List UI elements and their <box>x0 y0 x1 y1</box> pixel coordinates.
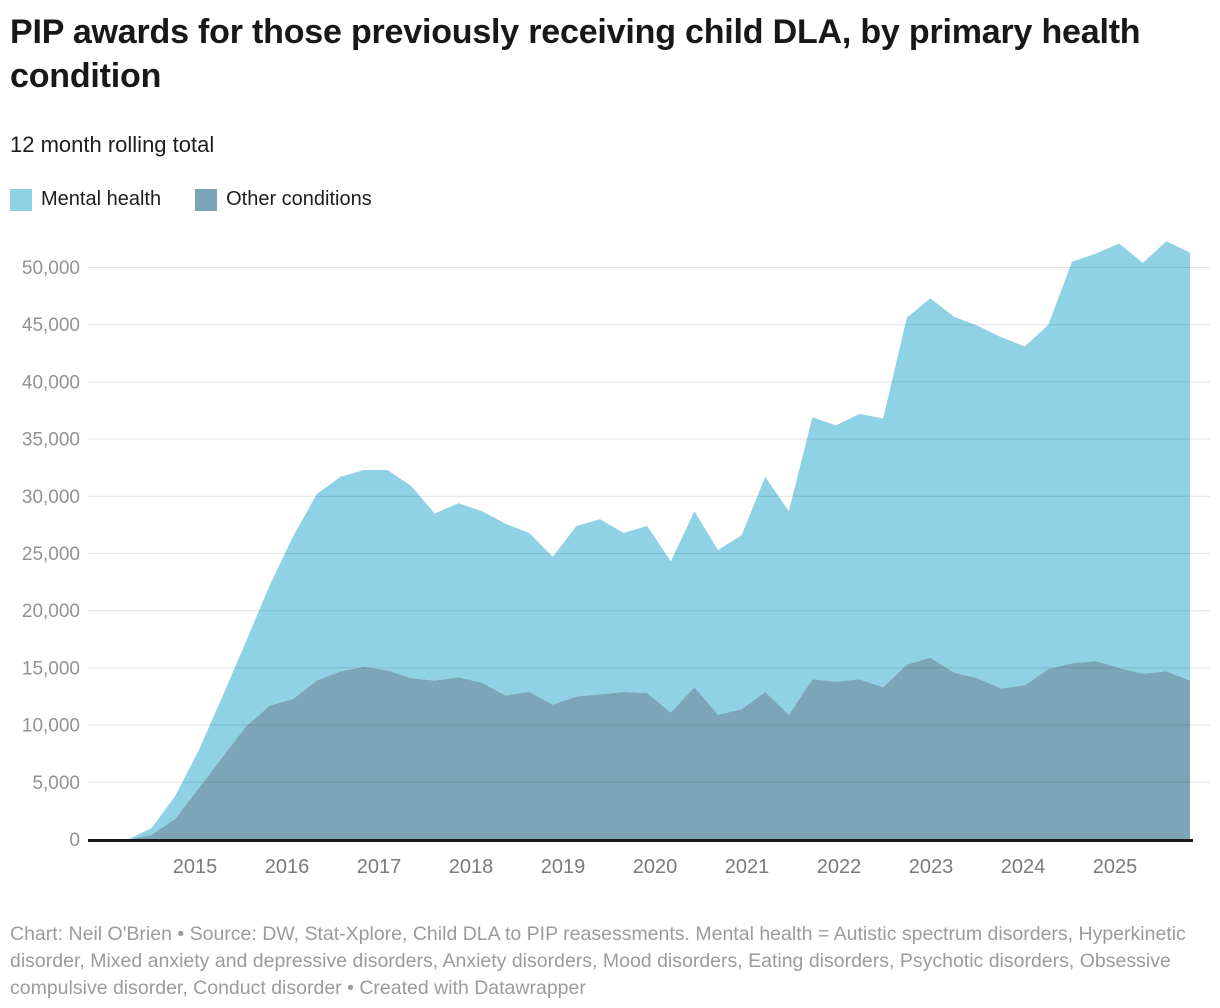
legend-swatch-mental-health <box>10 188 32 211</box>
x-tick-label: 2019 <box>541 856 586 878</box>
area-other-conditions <box>128 657 1190 840</box>
x-tick-label: 2022 <box>817 856 862 878</box>
area-mental-health <box>128 241 1190 840</box>
x-tick-label: 2020 <box>633 856 678 878</box>
chart-footer-notes: Chart: Neil O'Brien • Source: DW, Stat-X… <box>10 923 1186 999</box>
y-tick-label: 50,000 <box>22 258 80 279</box>
legend-swatch-other-conditions <box>195 188 218 211</box>
x-tick-label: 2016 <box>265 856 310 878</box>
x-tick-label: 2025 <box>1093 856 1138 878</box>
chart-title: PIP awards for those previously receivin… <box>10 13 1141 95</box>
gridlines <box>88 267 1210 783</box>
legend-label: Mental health <box>41 188 162 210</box>
legend-label: Other conditions <box>226 188 372 210</box>
legend-item-mental-health: Mental health <box>10 188 161 211</box>
x-tick-label: 2017 <box>357 856 402 878</box>
x-tick-label: 2018 <box>449 856 494 878</box>
y-tick-label: 20,000 <box>22 601 80 622</box>
y-tick-label: 15,000 <box>22 658 80 679</box>
y-tick-label: 0 <box>69 830 80 851</box>
y-tick-label: 45,000 <box>22 315 80 336</box>
y-axis-labels: 0 5,000 10,000 15,000 20,000 25,000 30,000 35,0… <box>22 258 80 851</box>
legend: Mental health Other conditions <box>10 188 372 211</box>
chart-subtitle: 12 month rolling total <box>10 132 215 157</box>
y-tick-label: 10,000 <box>22 716 80 737</box>
x-axis-labels: 2015 2016 2017 2018 2019 2020 2021 2022 2023 2024… <box>173 856 1138 878</box>
y-tick-label: 35,000 <box>22 430 80 451</box>
x-tick-label: 2023 <box>909 856 954 878</box>
y-tick-label: 5,000 <box>32 773 80 794</box>
x-tick-label: 2021 <box>725 856 770 878</box>
y-tick-label: 25,000 <box>22 544 80 565</box>
y-tick-label: 40,000 <box>22 372 80 393</box>
x-tick-label: 2015 <box>173 856 218 878</box>
x-tick-label: 2024 <box>1001 856 1046 878</box>
legend-item-other-conditions: Other conditions <box>195 188 372 211</box>
y-tick-label: 30,000 <box>22 487 80 508</box>
